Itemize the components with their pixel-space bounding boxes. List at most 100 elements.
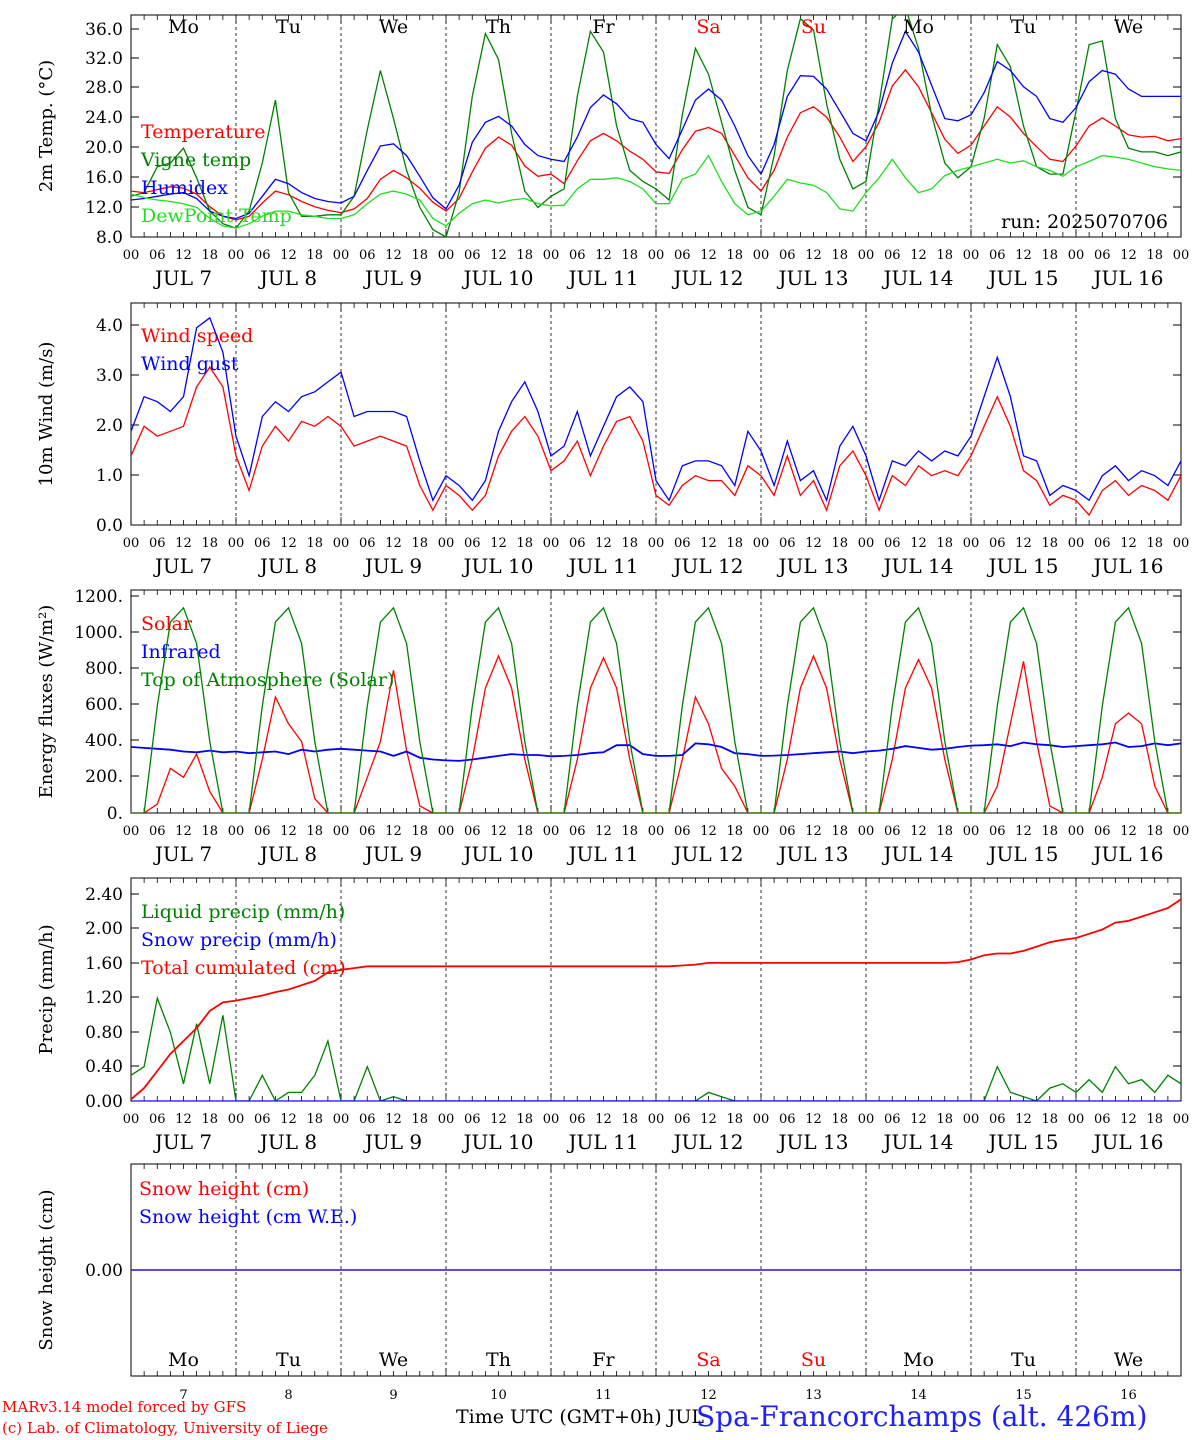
x-date-label: JUL 16	[1092, 842, 1164, 866]
x-hour-label: 06	[779, 536, 796, 551]
legend-entry: Snow height (cm W.E.)	[139, 1206, 357, 1228]
x-hour-label: 06	[464, 824, 481, 839]
weekday-label-bottom: Mo	[168, 1349, 199, 1371]
y-tick-label: 36.0	[85, 20, 123, 40]
x-hour-label: 00	[753, 536, 770, 551]
x-hour-label: 18	[1041, 248, 1058, 263]
x-hour-label: 00	[648, 1112, 665, 1127]
x-hour-label: 12	[1015, 536, 1032, 551]
x-hour-label: 12	[805, 824, 822, 839]
legend-entry: Liquid precip (mm/h)	[141, 901, 345, 923]
x-hour-label: 06	[254, 1112, 271, 1127]
y-tick-label: 2.0	[96, 416, 123, 436]
x-hour-label: 12	[1120, 248, 1137, 263]
x-hour-label: 18	[726, 824, 743, 839]
series-line	[131, 606, 1181, 813]
credit-line-2: (c) Lab. of Climatology, University of L…	[2, 1419, 328, 1437]
x-hour-label: 06	[779, 824, 796, 839]
x-hour-label: 12	[385, 248, 402, 263]
y-tick-label: 600.	[85, 695, 123, 715]
x-hour-label: 18	[201, 1112, 218, 1127]
y-tick-label: 1.0	[96, 466, 123, 486]
day-number-label: 10	[490, 1388, 507, 1403]
day-number-label: 15	[1015, 1388, 1032, 1403]
x-hour-label: 18	[306, 824, 323, 839]
weekday-label-top: Sa	[696, 16, 720, 38]
x-hour-label: 06	[464, 1112, 481, 1127]
x-hour-label: 00	[123, 536, 140, 551]
x-hour-label: 12	[385, 1112, 402, 1127]
legend-entry: Snow precip (mm/h)	[141, 929, 337, 951]
credit-line-1: MARv3.14 model forced by GFS	[2, 1398, 247, 1416]
x-hour-label: 18	[306, 1112, 323, 1127]
day-number-label: 11	[595, 1388, 612, 1403]
y-tick-label: 0.00	[85, 1092, 123, 1112]
x-hour-label: 06	[674, 536, 691, 551]
x-hour-label: 12	[1015, 248, 1032, 263]
x-hour-label: 18	[516, 248, 533, 263]
x-hour-label: 12	[175, 1112, 192, 1127]
x-hour-label: 18	[1146, 1112, 1163, 1127]
x-hour-label: 12	[175, 824, 192, 839]
y-tick-label: 400.	[85, 731, 123, 751]
day-number-label: 13	[805, 1388, 822, 1403]
y-tick-label: 1.20	[85, 988, 123, 1008]
x-hour-label: 06	[674, 824, 691, 839]
x-date-label: JUL 14	[882, 1130, 954, 1154]
x-hour-label: 06	[569, 536, 586, 551]
weekday-label-top: We	[1114, 16, 1143, 38]
weekday-label-top: Tu	[1011, 16, 1036, 38]
x-date-label: JUL 7	[153, 554, 212, 578]
y-tick-label: 1.60	[85, 954, 123, 974]
x-hour-label: 12	[490, 824, 507, 839]
legend-entry: Solar	[141, 613, 193, 635]
panel-1: 8.0 12.0 16.0 20.0 24.0 28.0 32.0 36.0 2m Temp. …	[36, 14, 1189, 290]
x-date-label: JUL 12	[672, 1130, 744, 1154]
weekday-label-bottom: Th	[486, 1349, 511, 1371]
y-tick-label: 0.0	[96, 516, 123, 536]
weekday-label-bottom: We	[379, 1349, 408, 1371]
x-hour-label: 18	[306, 536, 323, 551]
x-hour-label: 00	[123, 824, 140, 839]
x-date-label: JUL 15	[987, 842, 1059, 866]
x-hour-label: 12	[700, 536, 717, 551]
x-hour-label: 00	[333, 248, 350, 263]
x-hour-label: 18	[936, 248, 953, 263]
x-hour-label: 12	[280, 248, 297, 263]
x-hour-label: 06	[149, 536, 166, 551]
day-number-label: 7	[179, 1388, 187, 1403]
x-hour-label: 00	[1173, 824, 1190, 839]
day-number-label: 8	[284, 1388, 292, 1403]
y-tick-label: 4.0	[96, 316, 123, 336]
panel-3: 0. 200. 400. 600. 800. 1000. 1200. Energy fluxe…	[36, 587, 1189, 866]
legend-entry: Temperature	[141, 121, 265, 143]
x-date-label: JUL 9	[363, 266, 422, 290]
panel-2: 0.0 1.0 2.0 3.0 4.0 10m Wind (m/s) 00 06 12 18 00 0…	[36, 302, 1189, 578]
x-hour-label: 06	[254, 536, 271, 551]
series-line	[131, 316, 1181, 503]
x-hour-label: 18	[726, 248, 743, 263]
x-date-label: JUL 9	[363, 842, 422, 866]
x-hour-label: 18	[621, 536, 638, 551]
x-date-label: JUL 10	[462, 1130, 534, 1154]
x-hour-label: 18	[516, 824, 533, 839]
x-hour-label: 06	[359, 536, 376, 551]
x-hour-label: 00	[123, 248, 140, 263]
y-tick-label: 0.40	[85, 1057, 123, 1077]
x-hour-label: 06	[989, 248, 1006, 263]
x-hour-label: 12	[280, 824, 297, 839]
x-hour-label: 12	[700, 248, 717, 263]
x-hour-label: 18	[411, 824, 428, 839]
x-hour-label: 06	[464, 536, 481, 551]
y-tick-label: 2.00	[85, 919, 123, 939]
y-axis-label: Snow height (cm)	[36, 1189, 57, 1350]
x-hour-label: 12	[595, 824, 612, 839]
x-hour-label: 06	[149, 248, 166, 263]
x-date-label: JUL 10	[462, 554, 534, 578]
x-hour-label: 00	[228, 536, 245, 551]
x-hour-label: 00	[858, 536, 875, 551]
y-tick-label: 0.80	[85, 1023, 123, 1043]
y-tick-label: 16.0	[85, 168, 123, 188]
x-date-label: JUL 15	[987, 266, 1059, 290]
